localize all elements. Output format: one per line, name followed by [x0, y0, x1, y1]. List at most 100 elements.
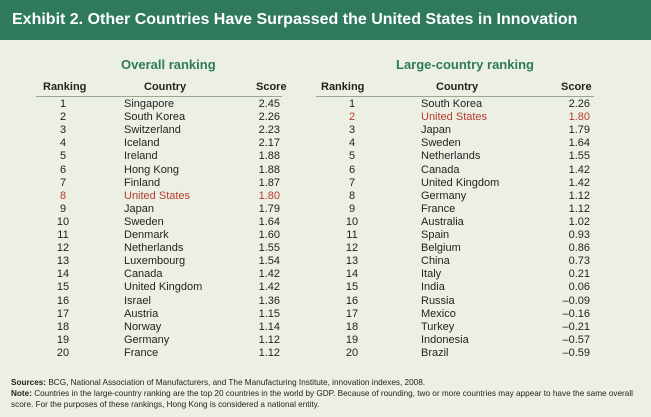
- rank-cell: 7: [59, 176, 67, 189]
- country-cell: United States: [124, 189, 191, 202]
- country-cell: Mexico: [421, 307, 456, 320]
- table-row: 15 India 0.06: [0, 280, 651, 295]
- country-cell: Iceland: [124, 137, 160, 150]
- exhibit-title: Exhibit 2. Other Countries Have Surpasse…: [0, 0, 651, 40]
- rank-cell: 14: [345, 268, 359, 281]
- country-cell: China: [421, 255, 450, 268]
- table-row: 11 Denmark 1.60: [0, 228, 651, 243]
- country-cell: Indonesia: [421, 333, 469, 346]
- table-row: 17 Austria 1.15: [0, 307, 651, 322]
- table-row: 12 Netherlands 1.55: [0, 241, 651, 256]
- table-row: 9 Japan 1.79: [0, 202, 651, 217]
- table-row: 5 Netherlands 1.55: [0, 149, 651, 164]
- rank-cell: 11: [57, 229, 69, 241]
- rank-cell: 2: [59, 111, 67, 124]
- score-cell: 1.87: [258, 176, 280, 189]
- table-row: 8 Germany 1.12: [0, 189, 651, 204]
- overall-header-rule: [36, 96, 282, 97]
- note-label: Note:: [11, 389, 32, 398]
- rank-cell: 17: [56, 307, 70, 320]
- table-row: 11 Spain 0.93: [0, 228, 651, 243]
- rank-cell: 10: [56, 215, 70, 228]
- score-cell: 2.26: [258, 111, 280, 124]
- country-cell: United States: [421, 111, 488, 124]
- score-cell: –0.59: [562, 346, 590, 359]
- rank-cell: 17: [345, 307, 359, 320]
- table-row: 8 United States 1.80: [0, 189, 651, 204]
- score-cell: –0.16: [562, 307, 590, 320]
- score-cell: 1.15: [258, 307, 280, 320]
- rank-cell: 2: [348, 111, 356, 124]
- overall-col-ranking: Ranking: [43, 81, 87, 93]
- country-cell: Denmark: [124, 229, 169, 241]
- rank-cell: 3: [59, 124, 67, 137]
- country-cell: Ireland: [124, 150, 158, 163]
- rank-cell: 12: [56, 242, 70, 255]
- table-row: 4 Sweden 1.64: [0, 136, 651, 151]
- rank-cell: 13: [345, 255, 359, 268]
- score-cell: 2.23: [258, 124, 280, 137]
- large-col-ranking: Ranking: [321, 81, 365, 93]
- table-row: 20 France 1.12: [0, 346, 651, 361]
- country-cell: Japan: [421, 124, 451, 137]
- table-row: 20 Brazil –0.59: [0, 346, 651, 361]
- country-cell: Singapore: [124, 98, 175, 110]
- table-row: 7 Finland 1.87: [0, 176, 651, 191]
- score-cell: 1.79: [258, 202, 280, 215]
- rank-cell: 6: [348, 163, 356, 176]
- rank-cell: 11: [346, 229, 358, 241]
- table-row: 3 Switzerland 2.23: [0, 123, 651, 138]
- note-text: Countries in the large-country ranking a…: [11, 389, 633, 409]
- table-row: 14 Italy 0.21: [0, 267, 651, 282]
- country-cell: Russia: [421, 294, 455, 307]
- rank-cell: 5: [59, 150, 67, 163]
- rank-cell: 19: [345, 333, 359, 346]
- score-cell: 0.86: [568, 242, 590, 255]
- country-cell: Canada: [421, 163, 460, 176]
- country-cell: Norway: [124, 320, 162, 333]
- rank-cell: 8: [59, 189, 67, 202]
- note-line: Note: Countries in the large-country ran…: [11, 388, 641, 410]
- overall-col-country: Country: [144, 81, 187, 93]
- country-cell: Germany: [421, 189, 467, 202]
- table-row: 17 Mexico –0.16: [0, 307, 651, 322]
- sources-line: Sources: BCG, National Association of Ma…: [11, 377, 641, 388]
- country-cell: United Kingdom: [421, 176, 500, 189]
- table-row: 10 Sweden 1.64: [0, 215, 651, 230]
- table-row: 18 Norway 1.14: [0, 320, 651, 335]
- country-cell: Sweden: [421, 137, 461, 150]
- rank-cell: 20: [345, 346, 359, 359]
- score-cell: 1.42: [568, 176, 590, 189]
- score-cell: –0.21: [562, 320, 590, 333]
- country-cell: Netherlands: [124, 242, 184, 255]
- table-row: 2 South Korea 2.26: [0, 110, 651, 125]
- table-row: 10 Australia 1.02: [0, 215, 651, 230]
- score-cell: 1.79: [568, 124, 590, 137]
- score-cell: 0.73: [568, 255, 590, 268]
- table-row: 3 Japan 1.79: [0, 123, 651, 138]
- rank-cell: 13: [56, 255, 70, 268]
- rank-cell: 5: [348, 150, 356, 163]
- overall-col-score: Score: [256, 81, 287, 93]
- table-row: 5 Ireland 1.88: [0, 149, 651, 164]
- country-cell: Japan: [124, 202, 154, 215]
- score-cell: 1.36: [258, 294, 280, 307]
- rank-cell: 16: [56, 294, 70, 307]
- score-cell: 1.42: [568, 163, 590, 176]
- score-cell: 1.80: [568, 111, 590, 124]
- score-cell: 1.14: [258, 320, 280, 333]
- table-row: 6 Hong Kong 1.88: [0, 163, 651, 178]
- score-cell: 1.12: [568, 202, 590, 215]
- country-cell: Spain: [421, 229, 450, 241]
- score-cell: 1.55: [258, 242, 280, 255]
- score-cell: 1.64: [258, 215, 280, 228]
- score-cell: 1.42: [258, 268, 280, 281]
- score-cell: 1.02: [568, 215, 590, 228]
- large-country-ranking-title: Large-country ranking: [396, 57, 534, 72]
- table-row: 4 Iceland 2.17: [0, 136, 651, 151]
- rank-cell: 8: [348, 189, 356, 202]
- country-cell: Luxembourg: [124, 255, 186, 268]
- country-cell: Germany: [124, 333, 170, 346]
- rank-cell: 20: [56, 346, 70, 359]
